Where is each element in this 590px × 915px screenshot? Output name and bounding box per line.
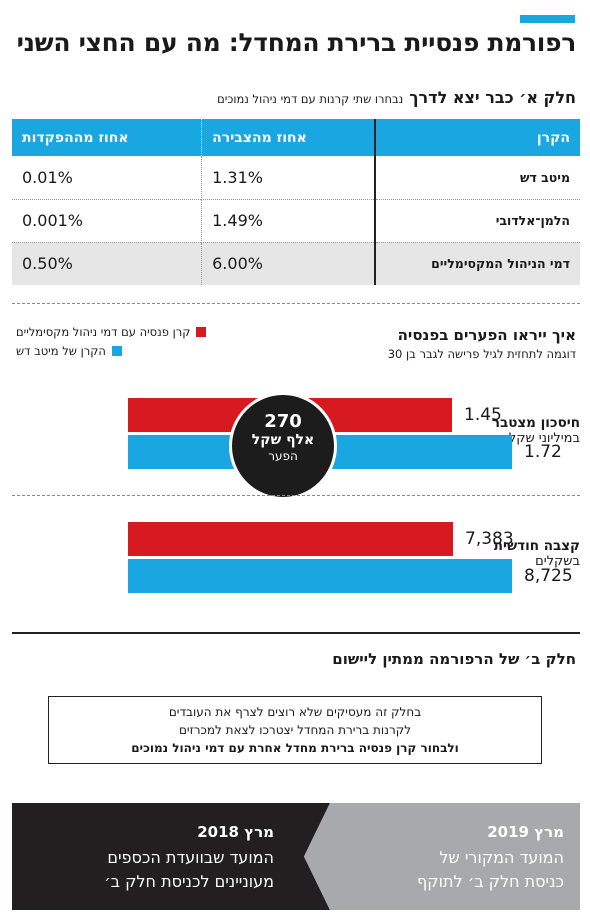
timeline-block-2019 [304,803,580,910]
bar-value: 1.72 [524,442,562,462]
category-unit: בשקלים [535,554,580,569]
fees-table: הקרן אחוז מהצבירה אחוז מההפקדות מיטב דש … [12,119,580,285]
bar-value: 7,383 [465,529,514,549]
accumulation-value: 1.49% [201,199,375,243]
header-deposits: אחוז מההפקדות [12,119,202,156]
page-title: רפורמת פנסיית ברירת המחדל: מה עם החצי הש… [16,28,577,57]
table-row: הלמן־אלדובי 1.49% 0.001% [12,199,580,243]
note-line: ולבחור קרן פנסיה ברירת מחדל אחרת עם דמי … [131,741,459,755]
comparison-title: איך ייראו הפערים בפנסיה [397,326,576,344]
timeline-2018-date: מרץ 2018 [197,823,274,841]
timeline-block-2018 [12,803,330,910]
legend-swatch-blue [111,346,122,356]
fund-name: מיטב דש [374,156,580,200]
category-unit: במיליוני שקלים [497,431,580,446]
part-a-heading: חלק א׳ כבר יצא לדרך נבחרו שתי קרנות עם דמ… [217,88,576,107]
header-fund: הקרן [374,119,580,156]
part-b-title: חלק ב׳ של הרפורמה ממתין ליישום [332,650,576,668]
timeline: מרץ 2018 המועד שבוועדת הכספים מעוניינים … [12,803,580,910]
timeline-2019-date: מרץ 2019 [487,823,564,841]
table-row: מיטב דש 1.31% 0.01% [12,156,580,200]
part-b-note: בחלק זה מעסיקים שלא רוצים לצרף את העובדי… [48,696,542,764]
gap-value: 270 [264,411,302,432]
fund-name: דמי הניהול המקסימליים [374,242,580,285]
accumulation-value: 6.00% [201,242,375,285]
bar-value: 8,725 [524,566,573,586]
fund-name: הלמן־אלדובי [374,199,580,243]
divider [12,495,580,496]
divider [12,303,580,304]
table-row: דמי הניהול המקסימליים 6.00% 0.50% [12,242,580,285]
category-label-pension: קצבה חודשית בשקלים [494,538,580,569]
bar-value: 1.45 [464,405,502,425]
table-header-row: הקרן אחוז מהצבירה אחוז מההפקדות [12,119,580,156]
category-label-savings: חיסכון מצטבר במיליוני שקלים [492,415,580,446]
deposits-value: 0.50% [12,242,202,285]
timeline-2019-line2: כניסת חלק ב׳ לתוקף [417,872,564,891]
legend-swatch-red [196,327,207,337]
gap-label: הפער [268,449,298,463]
deposits-value: 0.01% [12,156,202,200]
category-main: חיסכון מצטבר [491,415,580,431]
legend-item-max: קרן פנסיה עם דמי ניהול מקסימליים [16,325,207,339]
gap-unit: אלף שקל [251,432,315,448]
part-a-title: חלק א׳ כבר יצא לדרך [409,88,576,107]
part-a-subtitle: נבחרו שתי קרנות עם דמי ניהול נמוכים [217,92,404,106]
category-main: קצבה חודשית [493,538,580,554]
legend-label: קרן פנסיה עם דמי ניהול מקסימליים [16,325,191,339]
note-line: לקרנות ברירת המחדל יצטרכו לצאת למכרזים [178,723,412,737]
deposits-value: 0.001% [12,199,202,243]
header-accumulation: אחוז מהצבירה [201,119,375,156]
gap-circle: 270 אלף שקל הפער [229,392,337,500]
timeline-2018-line2: מעוניינים לכניסת חלק ב׳ [104,872,274,891]
timeline-2019-line1: המועד המקורי של [439,848,564,867]
legend-item-meitav: הקרן של מיטב דש [16,344,122,358]
bar-meitav-pension [128,559,512,593]
legend-label: הקרן של מיטב דש [16,344,106,358]
bar-max-pension [128,522,453,556]
section-divider [12,632,580,634]
accumulation-value: 1.31% [201,156,375,200]
accent-bar [520,15,575,23]
timeline-2018-line1: המועד שבוועדת הכספים [107,848,274,867]
comparison-subtitle: דוגמה לתחזית לגיל פרישה לגבר בן 30 [387,347,576,361]
note-line: בחלק זה מעסיקים שלא רוצים לצרף את העובדי… [168,705,422,719]
